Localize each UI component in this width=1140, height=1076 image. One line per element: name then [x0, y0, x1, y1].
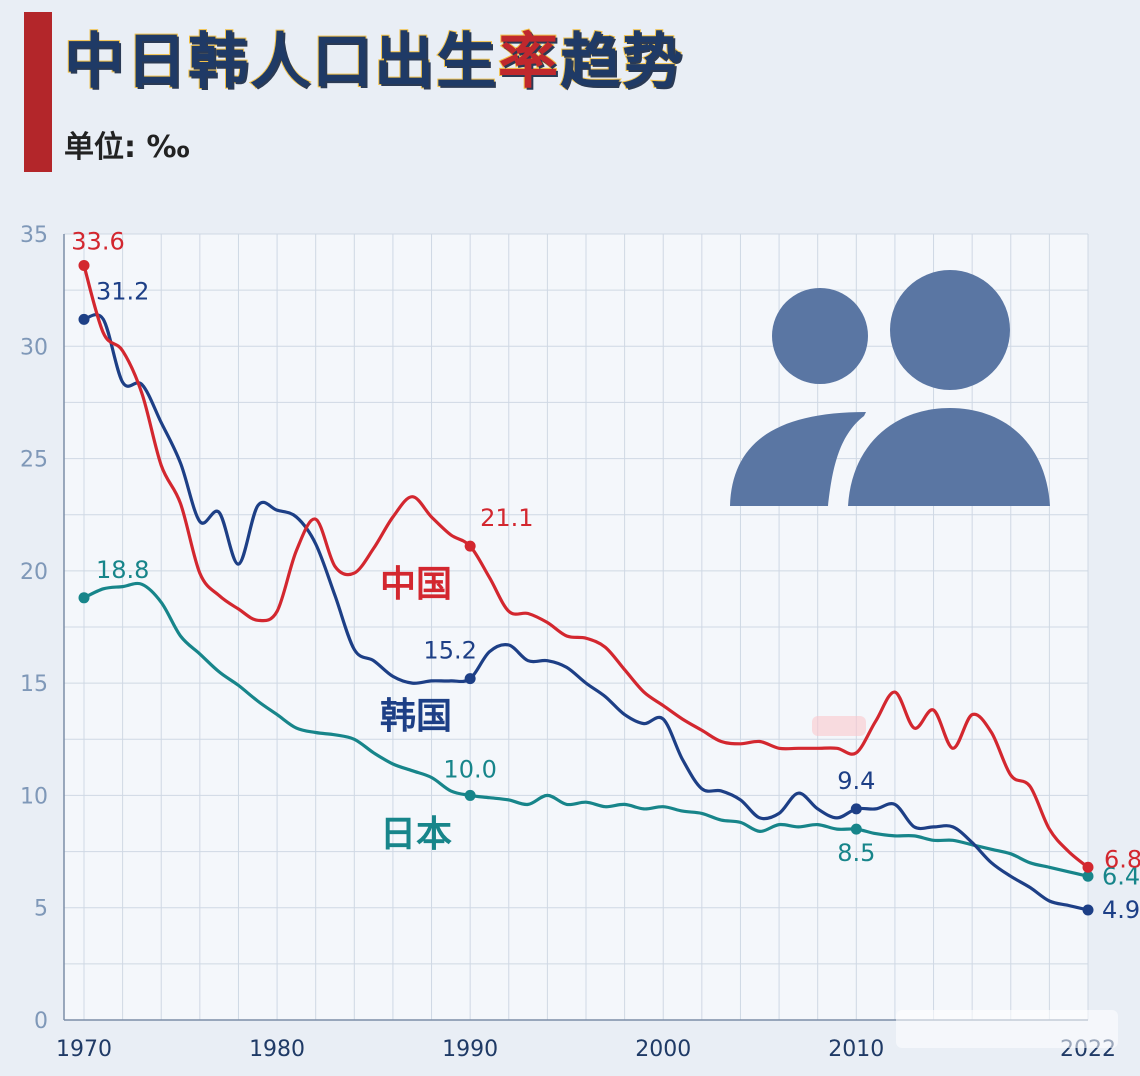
data-label-japan: 10.0 — [443, 755, 496, 783]
data-label-china: 33.6 — [71, 227, 124, 255]
y-tick-label: 15 — [20, 672, 48, 697]
data-point-korea — [1082, 904, 1094, 916]
x-tick-label: 1970 — [56, 1037, 112, 1062]
series-line-china — [82, 263, 1090, 869]
data-label-korea: 9.4 — [837, 767, 875, 795]
data-label-japan: 18.8 — [96, 556, 149, 584]
blurred-mark — [812, 716, 866, 736]
y-tick-label: 25 — [20, 448, 48, 473]
y-tick-label: 20 — [20, 560, 48, 585]
data-point-japan — [1082, 870, 1094, 882]
data-label-korea: 4.9 — [1102, 896, 1140, 924]
x-tick-label: 2000 — [635, 1037, 691, 1062]
data-point-china — [1082, 861, 1094, 873]
y-tick-label: 5 — [34, 897, 48, 922]
people-icon — [730, 270, 1050, 506]
chart-title: 中日韩人口出生率趋势 — [63, 22, 684, 102]
series-label-china: 中国 — [380, 564, 452, 605]
data-point-japan — [850, 823, 862, 835]
data-label-japan: 6.4 — [1102, 862, 1140, 890]
x-tick-label: 1980 — [249, 1037, 305, 1062]
data-label-korea: 15.2 — [423, 637, 476, 665]
data-point-japan — [78, 592, 90, 604]
data-point-korea — [78, 313, 90, 325]
data-point-korea — [464, 673, 476, 685]
data-label-china: 6.8 — [1104, 845, 1140, 873]
title-main: 中日韩人口出生 — [63, 26, 498, 98]
y-tick-label: 30 — [20, 335, 48, 360]
x-tick-label: 2010 — [828, 1037, 884, 1062]
y-tick-label: 0 — [34, 1009, 48, 1034]
series-line-japan — [82, 581, 1090, 878]
series-line-korea — [82, 313, 1090, 912]
data-point-korea — [850, 803, 862, 815]
data-point-japan — [464, 789, 476, 801]
series-label-japan: 日本 — [380, 814, 452, 855]
data-label-japan: 8.5 — [837, 839, 875, 867]
series-label-korea: 韩国 — [380, 696, 452, 737]
unit-label: 单位: ‰ — [64, 130, 190, 165]
y-tick-label: 35 — [20, 223, 48, 248]
y-tick-label: 10 — [20, 784, 48, 809]
title-accent: 率 — [497, 26, 560, 98]
data-label-china: 21.1 — [480, 504, 533, 532]
x-tick-label: 1990 — [442, 1037, 498, 1062]
data-point-china — [78, 259, 90, 271]
data-label-korea: 31.2 — [96, 277, 149, 305]
watermark — [896, 1010, 1118, 1048]
title-accent-bar — [24, 12, 52, 172]
title-end: 趋势 — [559, 26, 684, 98]
data-point-china — [464, 540, 476, 552]
